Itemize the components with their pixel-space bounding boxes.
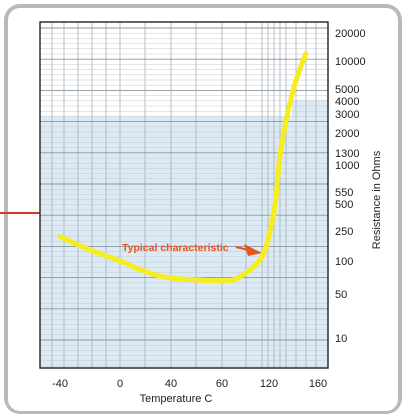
y-tick-label: 50	[335, 289, 347, 301]
y-axis-label: Resistance in Ohms	[371, 150, 383, 249]
x-tick-label: 160	[309, 378, 327, 390]
red-leader-line	[0, 212, 40, 214]
x-tick-label: 0	[117, 378, 123, 390]
x-axis-label: Temperature C	[140, 393, 213, 405]
x-tick-label: 40	[165, 378, 177, 390]
y-tick-label: 500	[335, 199, 353, 211]
annotation-arrow-shaft	[235, 246, 253, 252]
annotation-arrow	[244, 244, 262, 256]
y-tick-label: 550	[335, 187, 353, 199]
x-tick-label: -40	[52, 378, 68, 390]
y-tick-label: 5000	[335, 84, 359, 96]
series-line-0	[57, 51, 309, 284]
shaded-band-top-right	[292, 100, 328, 116]
y-tick-label: 4000	[335, 96, 359, 108]
y-tick-label: 3000	[335, 109, 359, 121]
y-tick-label: 10	[335, 333, 347, 345]
y-tick-label: 20000	[335, 28, 366, 40]
plot-background	[40, 22, 328, 368]
y-tick-label: 1300	[335, 148, 359, 160]
y-tick-label: 250	[335, 226, 353, 238]
plot-border	[39, 21, 329, 369]
annotation-layer: Typical characteristic	[122, 242, 262, 256]
y-tick-label: 1000	[335, 160, 359, 172]
y-tick-label: 100	[335, 256, 353, 268]
annotation-typical-characteristic: Typical characteristic	[122, 242, 229, 254]
y-tick-label: 2000	[335, 128, 359, 140]
x-tick-labels: -40 0 40 60 120 160	[52, 378, 327, 390]
x-tick-label: 120	[260, 378, 278, 390]
series-layer	[57, 51, 309, 284]
x-tick-label: 60	[216, 378, 228, 390]
y-tick-label: 10000	[335, 56, 366, 68]
